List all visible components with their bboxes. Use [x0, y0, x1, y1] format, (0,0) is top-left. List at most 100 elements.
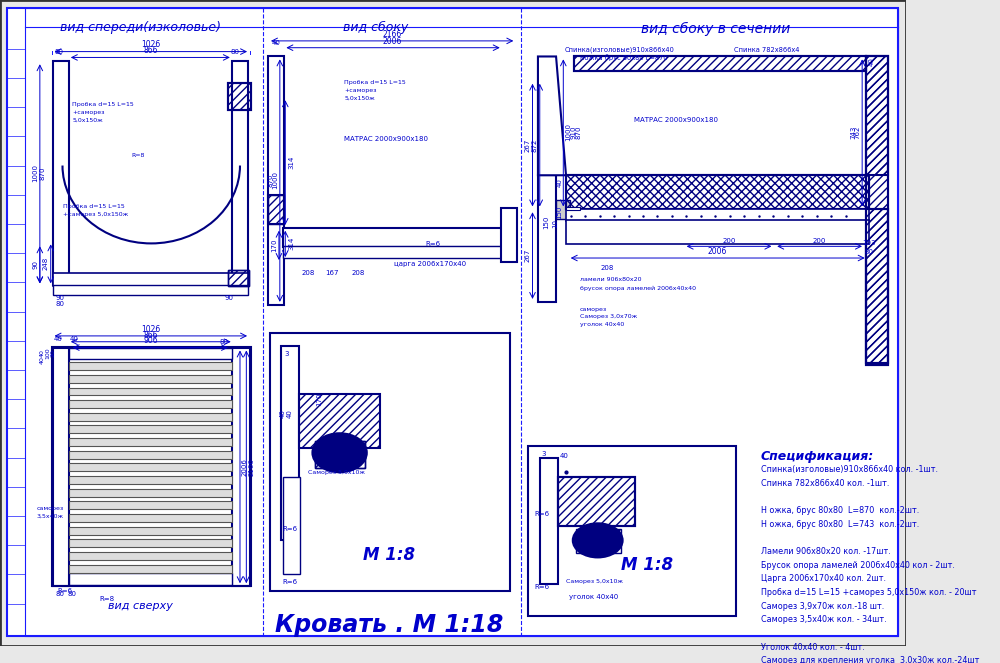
- Bar: [69, 552, 232, 560]
- Text: 1000: 1000: [32, 164, 38, 182]
- Text: 910: 910: [571, 126, 577, 139]
- Text: 208: 208: [600, 265, 613, 271]
- Bar: [52, 347, 251, 586]
- Bar: [283, 228, 503, 247]
- Text: 2166: 2166: [248, 458, 254, 476]
- Bar: [69, 413, 232, 420]
- Bar: [299, 394, 380, 448]
- Text: 20: 20: [51, 349, 56, 357]
- Bar: [69, 451, 232, 459]
- Bar: [528, 446, 736, 617]
- Bar: [53, 62, 69, 285]
- Bar: [69, 514, 232, 522]
- Text: ламели 906х80х20: ламели 906х80х20: [580, 278, 641, 282]
- Text: 1000: 1000: [565, 123, 571, 141]
- Text: 314: 314: [288, 237, 294, 250]
- Text: Уголок 40х40 кол. - 4шт.: Уголок 40х40 кол. - 4шт.: [761, 642, 864, 652]
- Text: ножка брус 80х80 L=870: ножка брус 80х80 L=870: [580, 54, 667, 62]
- Text: 80: 80: [55, 591, 64, 597]
- Text: 80: 80: [67, 591, 76, 597]
- Text: 200: 200: [813, 239, 826, 245]
- Text: 248: 248: [43, 257, 49, 271]
- Text: 167: 167: [326, 270, 339, 276]
- Text: 3: 3: [284, 351, 288, 357]
- Bar: [540, 457, 558, 584]
- Text: +саморез: +саморез: [344, 88, 377, 93]
- Bar: [566, 210, 869, 221]
- Text: 40: 40: [70, 336, 79, 342]
- Text: R=6: R=6: [426, 241, 441, 247]
- Text: 40: 40: [54, 336, 62, 342]
- Text: Саморез 3,0х70ж: Саморез 3,0х70ж: [580, 314, 637, 320]
- Bar: [69, 387, 232, 395]
- Text: уголок 40х40: уголок 40х40: [580, 322, 624, 328]
- Bar: [69, 347, 232, 359]
- Text: 1000: 1000: [272, 171, 278, 189]
- Text: Царга 2006х170х40 кол. 2шт.: Царга 2006х170х40 кол. 2шт.: [761, 574, 886, 583]
- Text: 5,0х150ж: 5,0х150ж: [72, 118, 103, 123]
- Text: Н ожка, брус 80х80  L=743  кол.-2шт.: Н ожка, брус 80х80 L=743 кол.-2шт.: [761, 520, 919, 529]
- Bar: [69, 476, 232, 484]
- Text: 40: 40: [557, 178, 563, 188]
- Text: Саморез для крепления уголка  3,0х30ж кол.-24шт: Саморез для крепления уголка 3,0х30ж кол…: [761, 656, 979, 663]
- Bar: [69, 362, 232, 370]
- Bar: [315, 441, 365, 468]
- Text: 10: 10: [552, 219, 558, 229]
- Text: 90: 90: [55, 295, 64, 301]
- Bar: [556, 200, 570, 219]
- Bar: [69, 426, 232, 434]
- Text: вид спереди(изколовье): вид спереди(изколовье): [60, 21, 221, 34]
- Bar: [538, 175, 556, 302]
- Text: 743: 743: [851, 126, 857, 139]
- Text: 267: 267: [525, 139, 531, 152]
- Text: R=6: R=6: [534, 584, 549, 590]
- Bar: [566, 220, 869, 245]
- Bar: [69, 565, 232, 573]
- Text: Спецификация:: Спецификация:: [761, 450, 874, 463]
- Text: 208: 208: [301, 270, 315, 276]
- Text: 100: 100: [45, 347, 50, 359]
- Text: 3: 3: [541, 451, 546, 457]
- Bar: [866, 210, 888, 365]
- Text: 5,0х150ж: 5,0х150ж: [344, 95, 375, 100]
- Bar: [315, 441, 365, 468]
- Bar: [228, 270, 249, 286]
- Text: Пробка d=15 L=15 +саморез 5,0х150ж кол. - 20шт: Пробка d=15 L=15 +саморез 5,0х150ж кол. …: [761, 588, 976, 597]
- Text: R=6: R=6: [534, 511, 549, 517]
- Ellipse shape: [573, 523, 623, 558]
- Text: 1026: 1026: [141, 40, 160, 48]
- Text: уголок 40х40: уголок 40х40: [569, 594, 618, 600]
- Bar: [270, 333, 510, 591]
- Text: 90: 90: [32, 261, 38, 269]
- Text: саморез: саморез: [580, 307, 607, 312]
- Text: вид сбоку: вид сбоку: [343, 21, 408, 34]
- Bar: [866, 210, 888, 365]
- Text: саморез: саморез: [36, 507, 63, 511]
- Bar: [268, 56, 284, 305]
- Bar: [69, 501, 232, 509]
- Bar: [53, 285, 248, 295]
- Text: 2166: 2166: [383, 30, 402, 39]
- Text: Пробка d=15 L=15: Пробка d=15 L=15: [344, 80, 406, 85]
- Bar: [69, 438, 232, 446]
- Text: М 1:8: М 1:8: [363, 546, 415, 564]
- Text: 870: 870: [576, 126, 582, 139]
- Text: 40: 40: [287, 409, 293, 418]
- Text: 170: 170: [316, 392, 322, 406]
- Text: 90: 90: [225, 295, 234, 301]
- Bar: [69, 573, 232, 585]
- Text: 870: 870: [39, 166, 45, 180]
- Polygon shape: [538, 56, 566, 175]
- Bar: [232, 62, 248, 285]
- Text: Саморез 5,0х10ж: Саморез 5,0х10ж: [308, 470, 365, 475]
- Bar: [228, 270, 249, 286]
- Text: МАТРАС 2000х900х180: МАТРАС 2000х900х180: [634, 117, 718, 123]
- Bar: [69, 526, 232, 534]
- Bar: [268, 195, 284, 224]
- Text: R=8: R=8: [100, 596, 115, 602]
- Text: 870: 870: [267, 174, 273, 187]
- Text: R=6: R=6: [283, 526, 298, 532]
- Text: Саморез 3,5х40ж кол. - 34шт.: Саморез 3,5х40ж кол. - 34шт.: [761, 615, 886, 625]
- Text: Спинка(изголовые)910х866х40 кол. -1шт.: Спинка(изголовые)910х866х40 кол. -1шт.: [761, 465, 938, 475]
- Bar: [69, 375, 232, 383]
